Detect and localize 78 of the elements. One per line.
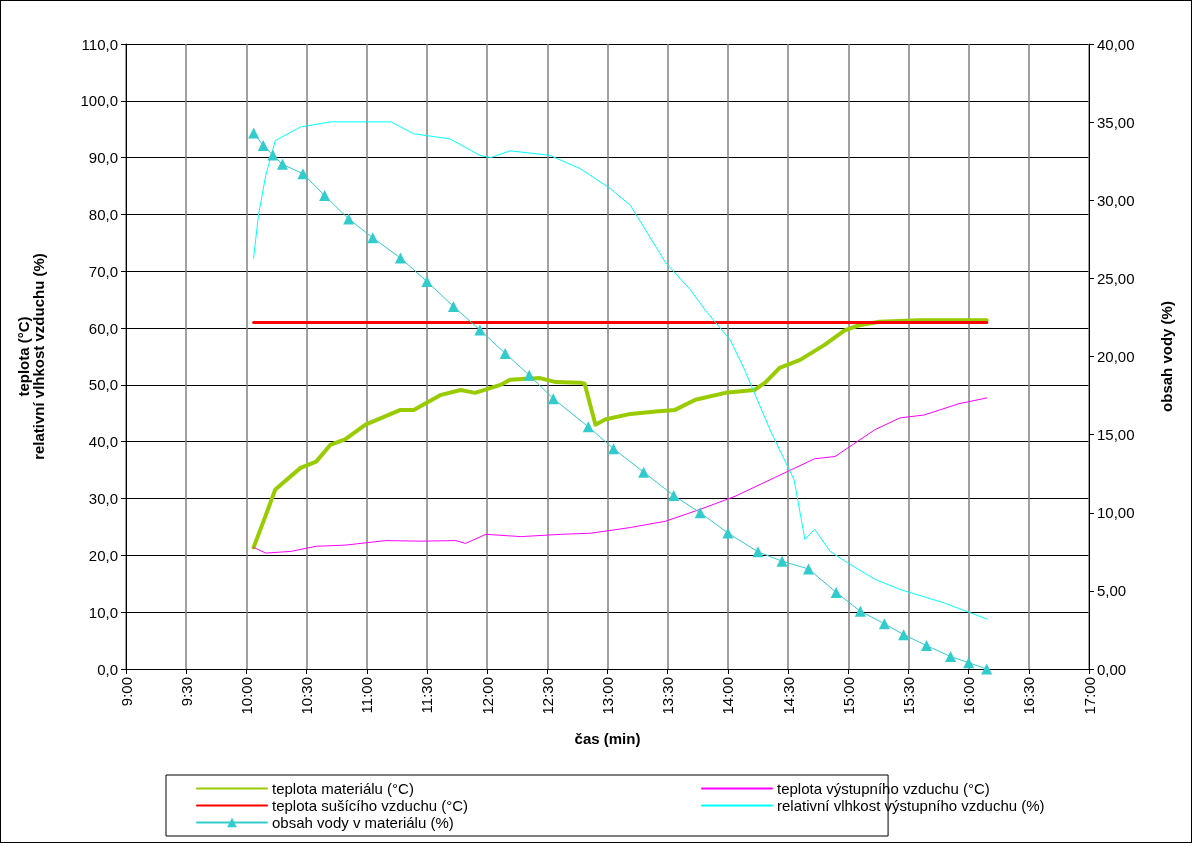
point	[257, 140, 269, 152]
point	[367, 232, 379, 244]
y-tick-label: 100,0	[80, 92, 118, 110]
y2-tick-label: 25,00	[1097, 269, 1135, 287]
x-tick-label: 13:00	[599, 677, 616, 715]
x-tick-label: 17:00	[1080, 677, 1098, 715]
y2-tick-label: 30,00	[1097, 191, 1135, 209]
point	[963, 657, 975, 669]
y-tick-label: 50,0	[88, 376, 118, 394]
point	[920, 640, 932, 652]
point	[499, 347, 511, 359]
x-tick-label: 16:00	[960, 677, 978, 715]
x-tick-label: 10:30	[298, 677, 316, 715]
x-tick-label: 14:00	[719, 677, 737, 715]
y-tick-label: 80,0	[88, 205, 118, 223]
y2-tick-label: 35,00	[1097, 113, 1135, 131]
y-tick-label: 20,0	[88, 546, 118, 564]
y-axis-title: teplota (°C) relativní vlhkost vzduchu (%)	[15, 253, 47, 460]
point	[776, 555, 788, 567]
x-tick-label: 11:00	[358, 677, 376, 714]
y-tick-label: 10,0	[88, 603, 118, 621]
point	[854, 605, 866, 617]
legend-label: obsah vody v materiálu (%)	[272, 814, 454, 831]
point	[608, 443, 620, 455]
y-tick-label: 70,0	[88, 262, 118, 280]
point	[297, 168, 309, 180]
point	[319, 190, 331, 202]
x-tick-label: 14:30	[779, 677, 797, 715]
x-tick-label: 15:30	[899, 677, 917, 715]
x-axis-title: čas (min)	[574, 730, 641, 747]
point	[945, 651, 957, 662]
line-series	[253, 397, 988, 554]
x-tick-label: 15:00	[839, 677, 857, 715]
y2-tick-label: 5,00	[1097, 582, 1127, 600]
legend-label: teplota sušícího vzduchu (°C)	[272, 797, 469, 814]
point	[523, 369, 535, 381]
y-tick-label: 0,0	[97, 660, 118, 678]
point	[898, 629, 910, 641]
y2-tick-label: 15,00	[1097, 426, 1135, 444]
line-series	[251, 318, 989, 550]
y2-tick-label: 10,00	[1097, 504, 1135, 522]
x-tick-label: 9:00	[117, 677, 135, 707]
point	[722, 527, 734, 539]
x-tick-label: 9:30	[177, 677, 195, 707]
y2-tick-label: 0,00	[1097, 660, 1127, 678]
x-tick-label: 12:00	[478, 677, 496, 715]
point	[421, 276, 433, 287]
point	[752, 546, 764, 558]
point	[267, 149, 279, 161]
y-tick-label: 110,0	[81, 35, 118, 53]
y-tick-label: 90,0	[88, 149, 118, 167]
y2-tick-label: 20,00	[1097, 348, 1135, 365]
point	[276, 158, 288, 170]
point	[248, 127, 260, 139]
legend-label: teplota materiálu (°C)	[272, 780, 414, 797]
point	[981, 663, 993, 675]
point	[343, 213, 355, 225]
point	[547, 393, 559, 405]
x-tick-label: 16:30	[1020, 677, 1038, 715]
point	[447, 301, 459, 312]
point	[668, 490, 680, 502]
point	[803, 563, 815, 575]
x-tick-label: 13:30	[659, 677, 677, 715]
y-tick-label: 40,0	[88, 433, 118, 451]
point	[638, 466, 650, 478]
point	[474, 324, 486, 336]
point	[582, 421, 594, 433]
y-tick-label: 30,0	[88, 490, 118, 508]
y-tick-label: 60,0	[88, 319, 118, 337]
point	[694, 507, 706, 519]
y2-tick-label: 40,00	[1097, 35, 1135, 53]
x-tick-label: 12:30	[538, 677, 556, 715]
point	[830, 586, 842, 598]
point	[394, 252, 406, 264]
point	[878, 618, 890, 630]
y2-axis-title: obsah vody (%)	[1158, 301, 1175, 412]
x-tick-label: 11:30	[418, 677, 436, 714]
x-tick-label: 10:00	[237, 677, 255, 715]
